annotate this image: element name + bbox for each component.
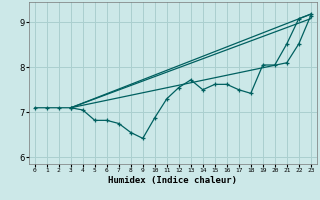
X-axis label: Humidex (Indice chaleur): Humidex (Indice chaleur) — [108, 176, 237, 185]
